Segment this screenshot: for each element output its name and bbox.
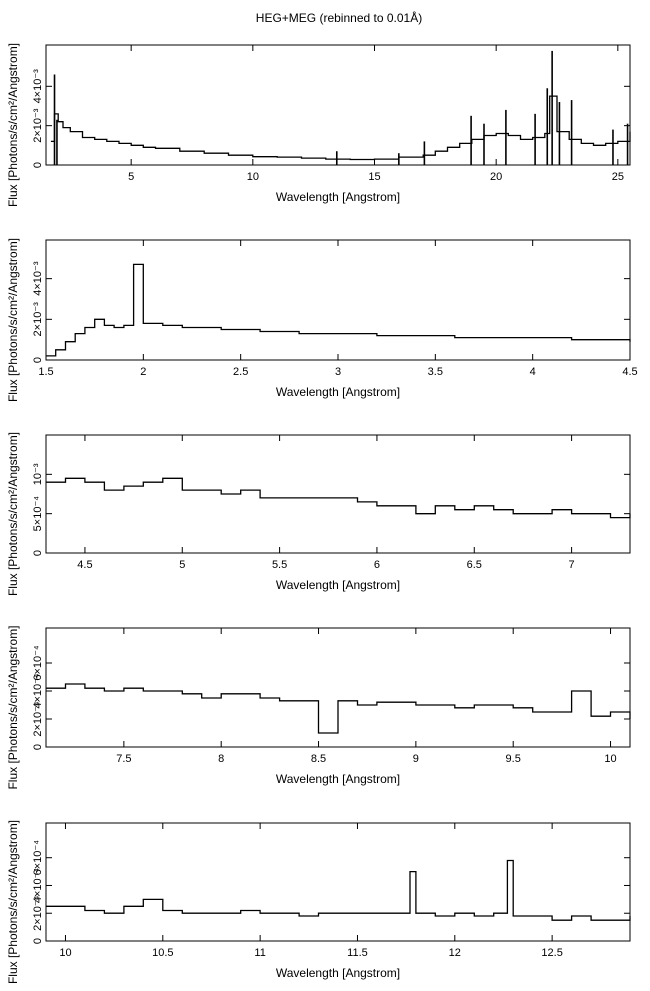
x-tick-label: 12 — [449, 947, 461, 959]
y-tick-label: 6×10⁻⁴ — [32, 645, 44, 681]
plot-frame — [45, 44, 631, 166]
x-tick-label: 8.5 — [311, 753, 326, 765]
x-axis-label: Wavelength [Angstrom] — [276, 385, 400, 399]
x-tick-label: 3.5 — [428, 366, 443, 378]
y-tick-label: 0 — [32, 938, 44, 944]
x-tick-label: 11.5 — [347, 947, 368, 959]
y-axis-label: Flux [Photons/s/cm²/Angstrom] — [6, 238, 20, 402]
x-tick-label: 2 — [140, 366, 146, 378]
spectrum-series-line — [46, 477, 631, 519]
x-tick-label: 10 — [604, 753, 616, 765]
y-tick-label: 0 — [32, 744, 44, 750]
x-tick-label: 11 — [254, 947, 265, 959]
x-axis-label: Wavelength [Angstrom] — [276, 966, 400, 980]
y-tick-label: 4×10⁻⁴ — [32, 868, 44, 904]
y-tick-label: 0 — [32, 357, 44, 363]
y-axis-label: Flux [Photons/s/cm²/Angstrom] — [6, 43, 20, 207]
y-tick-label: 2×10⁻⁴ — [32, 895, 44, 931]
y-axis-label: Flux [Photons/s/cm²/Angstrom] — [6, 820, 20, 984]
y-axis-label: Flux [Photons/s/cm²/Angstrom] — [6, 625, 20, 789]
spectrum-series-line — [46, 859, 631, 921]
spectrum-panel: 7.5 8 8.5 9 9.5 10 0 2×10⁻⁴4×10⁻⁴6×10⁻⁴ Waveleng… — [6, 625, 631, 790]
y-tick-label: 4×10⁻⁴ — [32, 673, 44, 709]
x-tick-label: 20 — [490, 171, 502, 183]
y-tick-label: 0 — [32, 162, 44, 168]
spectrum-panel: 10 10.5 11 11.5 12 12.5 0 2×10⁻⁴4×10⁻⁴6×10⁻⁴ Wav… — [6, 820, 631, 984]
x-tick-label: 3 — [335, 366, 341, 378]
y-tick-label: 5×10⁻⁴ — [32, 496, 44, 532]
spectrum-panel: 5 10 15 20 25 0 2×10⁻³ 4×10⁻³ Wavelength [Angstr… — [6, 43, 631, 207]
x-tick-label: 15 — [368, 171, 380, 183]
y-tick-label: 4×10⁻³ — [32, 69, 44, 104]
x-tick-label: 12.5 — [541, 947, 562, 959]
x-axis-label: Wavelength [Angstrom] — [276, 578, 400, 592]
figure-title: HEG+MEG (rebinned to 0.01Å) — [256, 10, 422, 25]
spectrum-panel: 1.5 2 2.5 3 3.5 4 4.5 0 2×10⁻³ 4×10⁻³ Wavelength [… — [6, 238, 638, 402]
x-axis-label: Wavelength [Angstrom] — [276, 772, 400, 786]
x-tick-label: 7.5 — [116, 753, 131, 765]
x-tick-label: 8 — [218, 753, 224, 765]
x-tick-label: 25 — [612, 171, 624, 183]
x-tick-label: 5 — [179, 559, 185, 571]
x-tick-label: 6 — [374, 559, 380, 571]
x-tick-label: 10.5 — [152, 947, 173, 959]
spectrum-series-line — [46, 263, 631, 357]
plot-frame — [45, 822, 631, 942]
y-tick-label: 2×10⁻³ — [32, 108, 44, 143]
x-tick-label: 9.5 — [506, 753, 521, 765]
x-tick-label: 5.5 — [272, 559, 287, 571]
y-tick-label: 10⁻³ — [32, 463, 44, 485]
plot-frame — [45, 627, 631, 748]
spectrum-series-line — [46, 683, 631, 734]
y-tick-label: 0 — [32, 550, 44, 556]
x-tick-label: 10 — [247, 171, 259, 183]
y-tick-label: 6×10⁻⁴ — [32, 840, 44, 876]
plot-frame — [45, 434, 631, 554]
y-axis-label: Flux [Photons/s/cm²/Angstrom] — [6, 432, 20, 596]
x-tick-label: 4 — [530, 366, 536, 378]
spectrum-series-line — [50, 95, 631, 161]
x-tick-label: 6.5 — [467, 559, 482, 571]
x-tick-label: 7 — [569, 559, 575, 571]
x-tick-label: 1.5 — [38, 366, 53, 378]
x-axis-label: Wavelength [Angstrom] — [276, 190, 400, 204]
x-tick-label: 10 — [59, 947, 71, 959]
x-tick-label: 2.5 — [233, 366, 248, 378]
x-tick-label: 4.5 — [622, 366, 637, 378]
y-tick-label: 2×10⁻⁴ — [32, 701, 44, 737]
x-tick-label: 5 — [128, 171, 134, 183]
x-tick-label: 9 — [413, 753, 419, 765]
spectrum-panel: 4.5 5 5.5 6 6.5 7 0 5×10⁻⁴ 10⁻³ Wavelength [Angst… — [6, 432, 631, 596]
y-tick-label: 4×10⁻³ — [32, 261, 44, 296]
x-tick-label: 4.5 — [77, 559, 92, 571]
y-tick-label: 2×10⁻³ — [32, 302, 44, 337]
